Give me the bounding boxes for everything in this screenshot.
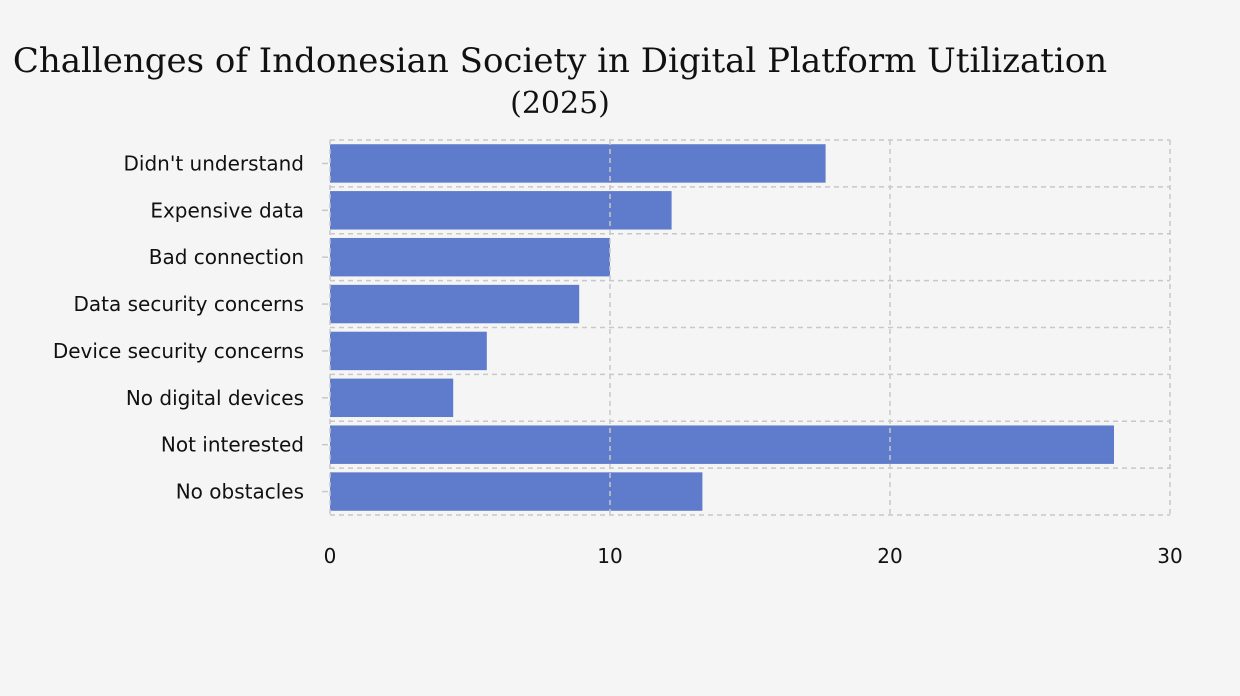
x-tick-label: 10 [597,544,622,568]
chart-title: Challenges of Indonesian Society in Digi… [12,41,1108,81]
bar-expensive-data [330,191,672,230]
bar-no-obstacles [330,472,703,511]
x-tick-label: 0 [324,544,337,568]
bar-device-security-concerns [330,331,487,371]
bar-didn-t-understand [330,144,826,183]
y-tick-label: Didn't understand [124,151,305,175]
x-tick-label: 30 [1157,544,1182,568]
y-tick-label: Data security concerns [74,292,305,316]
y-tick-label: Device security concerns [53,339,304,363]
y-tick-label: No digital devices [126,386,304,410]
y-tick-label: Expensive data [150,198,304,222]
y-tick-label: Not interested [161,433,304,457]
y-tick-label: No obstacles [176,480,304,504]
y-tick-label: Bad connection [149,245,304,269]
bar-no-digital-devices [330,378,454,418]
chart-subtitle: (2025) [510,85,610,121]
chart-title-block: Challenges of Indonesian Society in Digi… [0,40,1120,122]
bar-not-interested [330,425,1114,464]
bar-bad-connection [330,237,610,277]
x-tick-label: 20 [877,544,902,568]
bar-data-security-concerns [330,284,580,324]
